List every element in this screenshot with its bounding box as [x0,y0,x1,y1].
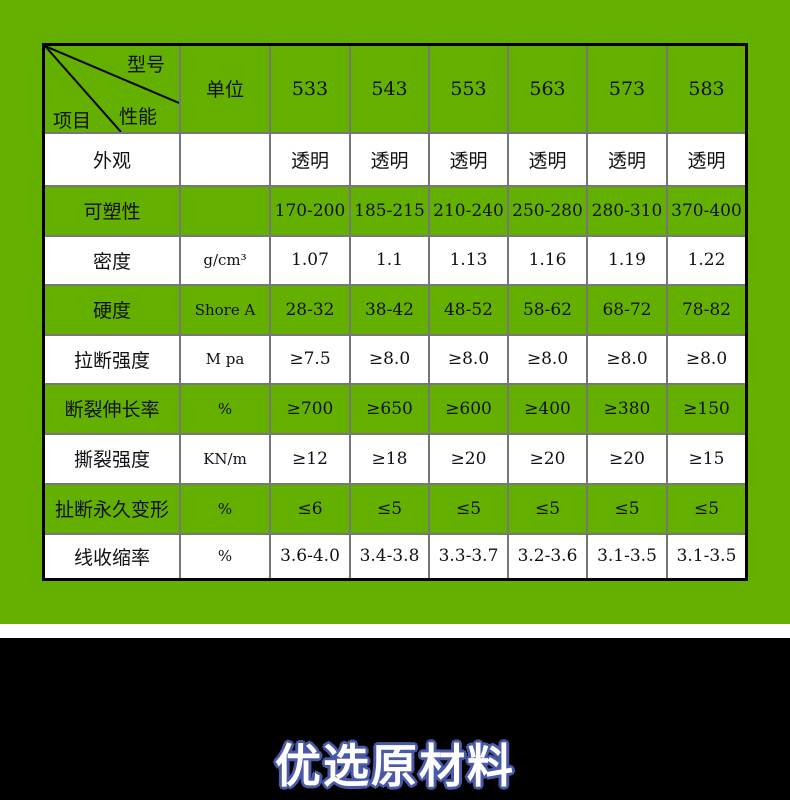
value-cell: ≥8.0 [586,333,668,385]
unit-cell: Shore A [179,283,271,336]
unit-cell [179,184,271,237]
value-cell: ≥20 [428,432,509,485]
table-row: 外观 透明 透明 透明 透明 透明 透明 [42,131,748,187]
value-cell: ≤6 [269,482,351,535]
table-row: 密度 g/cm³ 1.07 1.1 1.13 1.16 1.19 1.22 [42,234,748,286]
model-header: 563 [507,43,588,134]
model-header: 543 [349,43,430,134]
property-name: 密度 [42,234,181,286]
unit-cell: KN/m [179,432,271,485]
value-cell: ≥650 [349,382,430,435]
property-name: 可塑性 [42,184,181,237]
model-header: 583 [666,43,748,134]
value-cell: 250-280 [507,184,588,237]
value-cell: 68-72 [586,283,668,336]
value-cell: 78-82 [666,283,748,336]
value-cell: 48-52 [428,283,509,336]
property-name: 拉断强度 [42,333,181,385]
unit-cell: M pa [179,333,271,385]
value-cell: ≤5 [586,482,668,535]
value-cell: ≥700 [269,382,351,435]
value-cell: 透明 [428,131,509,187]
value-cell: ≥150 [666,382,748,435]
diagonal-lines [45,46,179,132]
value-cell: ≥12 [269,432,351,485]
value-cell: 280-310 [586,184,668,237]
value-cell: ≥20 [507,432,588,485]
value-cell: 58-62 [507,283,588,336]
value-cell: ≥400 [507,382,588,435]
property-name: 断裂伸长率 [42,382,181,435]
value-cell: ≥380 [586,382,668,435]
value-cell: 1.19 [586,234,668,286]
white-divider [0,624,790,638]
table-row: 断裂伸长率% ≥700 ≥650 ≥600 ≥400 ≥380 ≥150 [42,382,748,435]
table-header-row: 型号 项目 性能 单位 533 543 553 563 573 583 [42,43,748,134]
property-name: 撕裂强度 [42,432,181,485]
value-cell: 38-42 [349,283,430,336]
value-cell: ≥18 [349,432,430,485]
table-row: 扯断永久变形% ≤6 ≤5 ≤5 ≤5 ≤5 ≤5 [42,482,748,535]
value-cell: ≥15 [666,432,748,485]
value-cell: ≥600 [428,382,509,435]
value-cell: ≥8.0 [666,333,748,385]
value-cell: 透明 [666,131,748,187]
spec-table: 型号 项目 性能 单位 533 543 553 563 573 583 外观 透明… [42,43,748,581]
value-cell: 3.6-4.0 [269,532,351,581]
property-name: 外观 [42,131,181,187]
value-cell: 3.4-3.8 [349,532,430,581]
value-cell: ≤5 [349,482,430,535]
value-cell: ≤5 [428,482,509,535]
table-row: 撕裂强度 KN/m ≥12 ≥18 ≥20 ≥20 ≥20 ≥15 [42,432,748,485]
value-cell: 1.1 [349,234,430,286]
table-row: 可塑性 170-200 185-215 210-240 250-280 280-310 37… [42,184,748,237]
property-label: 性能 [119,106,158,128]
value-cell: 3.1-3.5 [666,532,748,581]
value-cell: 210-240 [428,184,509,237]
unit-cell: % [179,382,271,435]
value-cell: 28-32 [269,283,351,336]
value-cell: 3.2-3.6 [507,532,588,581]
value-cell: 透明 [269,131,351,187]
value-cell: 1.13 [428,234,509,286]
value-cell: 170-200 [269,184,351,237]
black-section [0,638,790,800]
model-label: 型号 [127,54,166,76]
property-name: 线收缩率 [42,532,181,581]
value-cell: 3.3-3.7 [428,532,509,581]
unit-cell: % [179,482,271,535]
model-header: 573 [586,43,668,134]
table-row: 线收缩率% 3.6-4.0 3.4-3.8 3.3-3.7 3.2-3.6 3.1-3.5… [42,532,748,581]
value-cell: ≥8.0 [349,333,430,385]
value-cell: 1.16 [507,234,588,286]
value-cell: 3.1-3.5 [586,532,668,581]
model-header: 533 [269,43,351,134]
value-cell: 透明 [586,131,668,187]
table-row: 拉断强度 M pa ≥7.5 ≥8.0 ≥8.0 ≥8.0 ≥8.0 ≥8.0 [42,333,748,385]
value-cell: 1.22 [666,234,748,286]
value-cell: ≥8.0 [507,333,588,385]
value-cell: ≤5 [666,482,748,535]
property-name: 扯断永久变形 [42,482,181,535]
section-title: 优选原材料 [275,739,515,793]
unit-header: 单位 [179,43,271,134]
value-cell: 185-215 [349,184,430,237]
unit-cell: % [179,532,271,581]
unit-cell: g/cm³ [179,234,271,286]
value-cell: ≥20 [586,432,668,485]
value-cell: ≥7.5 [269,333,351,385]
value-cell: ≥8.0 [428,333,509,385]
value-cell: 透明 [507,131,588,187]
item-label: 项目 [53,110,92,132]
diagonal-header-cell: 型号 项目 性能 [42,43,181,134]
value-cell: 370-400 [666,184,748,237]
value-cell: ≤5 [507,482,588,535]
model-header: 553 [428,43,509,134]
value-cell: 透明 [349,131,430,187]
property-name: 硬度 [42,283,181,336]
value-cell: 1.07 [269,234,351,286]
table-row: 硬度 Shore A 28-32 38-42 48-52 58-62 68-72 78-82 [42,283,748,336]
unit-cell [179,131,271,187]
